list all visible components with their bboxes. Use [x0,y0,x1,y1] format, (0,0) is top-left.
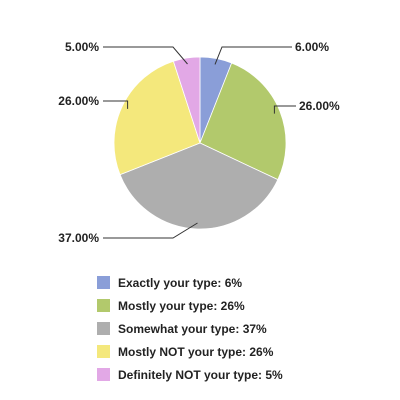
legend-item-mostly: Mostly your type: 26% [97,294,397,317]
legend-swatch-definitely-not [97,368,110,381]
legend-item-somewhat: Somewhat your type: 37% [97,317,397,340]
slice-labels: 6.00% 26.00% 37.00% 26.00% 5.00% [58,40,340,245]
legend-swatch-mostly [97,299,110,312]
legend-swatch-mostly-not [97,345,110,358]
chart-legend: Exactly your type: 6% Mostly your type: … [97,271,397,386]
leader-line-mostly-not [103,100,129,109]
legend-label-exactly: Exactly your type: 6% [118,275,243,290]
pie-slice-mostly-not [113,60,201,176]
leader-lines [103,46,296,239]
legend-item-mostly-not: Mostly NOT your type: 26% [97,340,397,363]
slice-label-mostly-not: 26.00% [58,94,99,108]
legend-label-definitely-not: Definitely NOT your type: 5% [118,367,283,382]
slice-label-somewhat: 37.00% [58,231,99,245]
legend-label-mostly: Mostly your type: 26% [118,298,245,313]
leader-line-mostly [273,105,296,114]
leader-line-definitely-not [103,46,188,65]
legend-swatch-somewhat [97,322,110,335]
slice-label-exactly: 6.00% [295,40,329,54]
pie-chart: 6.00% 26.00% 37.00% 26.00% 5.00% [58,40,340,245]
pie-slice-somewhat [119,142,279,230]
pie-slice-definitely-not [172,56,201,144]
leader-line-somewhat [103,222,198,239]
pie-slices [113,56,287,230]
leader-line-exactly [214,46,292,65]
pie-slice-mostly [199,62,287,181]
slice-label-mostly: 26.00% [299,99,340,113]
legend-item-exactly: Exactly your type: 6% [97,271,397,294]
slice-label-definitely-not: 5.00% [65,40,99,54]
legend-label-somewhat: Somewhat your type: 37% [118,321,267,336]
legend-label-mostly-not: Mostly NOT your type: 26% [118,344,274,359]
legend-item-definitely-not: Definitely NOT your type: 5% [97,363,397,386]
legend-swatch-exactly [97,276,110,289]
